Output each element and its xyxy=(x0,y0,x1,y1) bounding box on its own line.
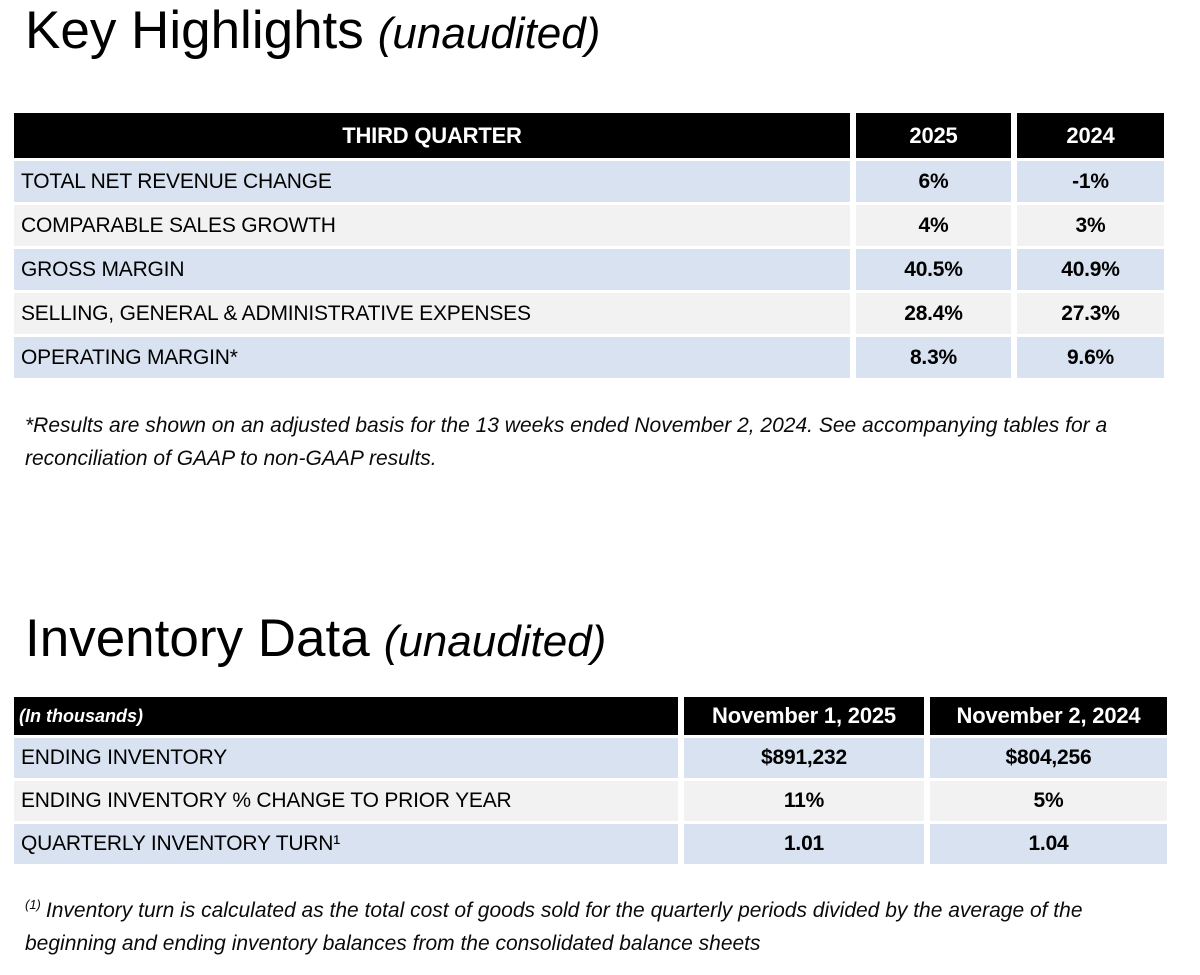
value-2024: -1% xyxy=(1017,161,1164,202)
row-label: SELLING, GENERAL & ADMINISTRATIVE EXPENS… xyxy=(14,293,850,334)
row-label: TOTAL NET REVENUE CHANGE xyxy=(14,161,850,202)
value-nov-2024: 5% xyxy=(930,781,1167,821)
table-row: QUARTERLY INVENTORY TURN¹ 1.01 1.04 xyxy=(14,824,1167,864)
table-row: ENDING INVENTORY % CHANGE TO PRIOR YEAR … xyxy=(14,781,1167,821)
date-2024-header-cell: November 2, 2024 xyxy=(930,697,1167,735)
in-thousands-header-cell: (In thousands) xyxy=(14,697,678,735)
table-row: GROSS MARGIN 40.5% 40.9% xyxy=(14,249,1164,290)
value-2025: 40.5% xyxy=(856,249,1011,290)
row-label: GROSS MARGIN xyxy=(14,249,850,290)
date-2025-header-cell: November 1, 2025 xyxy=(684,697,924,735)
value-nov-2024: $804,256 xyxy=(930,738,1167,778)
value-2025: 4% xyxy=(856,205,1011,246)
value-nov-2024: 1.04 xyxy=(930,824,1167,864)
key-highlights-header-row: THIRD QUARTER 2025 2024 xyxy=(14,113,1164,158)
inventory-header-row: (In thousands) November 1, 2025 November… xyxy=(14,697,1167,735)
inventory-data-title: Inventory Data (unaudited) xyxy=(25,609,607,668)
footnote-1-text: Inventory turn is calculated as the tota… xyxy=(25,899,1083,955)
table-row: COMPARABLE SALES GROWTH 4% 3% xyxy=(14,205,1164,246)
row-label: QUARTERLY INVENTORY TURN¹ xyxy=(14,824,678,864)
value-nov-2025: 1.01 xyxy=(684,824,924,864)
key-highlights-title: Key Highlights (unaudited) xyxy=(25,1,601,60)
value-2024: 3% xyxy=(1017,205,1164,246)
inventory-data-table: (In thousands) November 1, 2025 November… xyxy=(14,697,1167,864)
value-2024: 40.9% xyxy=(1017,249,1164,290)
value-2025: 28.4% xyxy=(856,293,1011,334)
table-row: OPERATING MARGIN* 8.3% 9.6% xyxy=(14,337,1164,378)
row-label: OPERATING MARGIN* xyxy=(14,337,850,378)
value-2025: 6% xyxy=(856,161,1011,202)
inventory-turn-footnote: (1) Inventory turn is calculated as the t… xyxy=(25,895,1175,960)
table-row: SELLING, GENERAL & ADMINISTRATIVE EXPENS… xyxy=(14,293,1164,334)
value-2024: 9.6% xyxy=(1017,337,1164,378)
value-nov-2025: $891,232 xyxy=(684,738,924,778)
key-highlights-table: THIRD QUARTER 2025 2024 TOTAL NET REVENU… xyxy=(14,113,1164,378)
table-row: TOTAL NET REVENUE CHANGE 6% -1% xyxy=(14,161,1164,202)
inventory-data-unaudited-label: (unaudited) xyxy=(383,617,607,666)
adjusted-basis-footnote: *Results are shown on an adjusted basis … xyxy=(25,414,1108,470)
year-2025-header-cell: 2025 xyxy=(856,113,1011,158)
key-highlights-title-text: Key Highlights xyxy=(25,1,364,60)
key-highlights-unaudited-label: (unaudited) xyxy=(377,9,601,58)
row-label: COMPARABLE SALES GROWTH xyxy=(14,205,850,246)
value-2024: 27.3% xyxy=(1017,293,1164,334)
table-row: ENDING INVENTORY $891,232 $804,256 xyxy=(14,738,1167,778)
year-2024-header-cell: 2024 xyxy=(1017,113,1164,158)
value-2025: 8.3% xyxy=(856,337,1011,378)
row-label: ENDING INVENTORY xyxy=(14,738,678,778)
footnote-1-marker: (1) xyxy=(25,897,41,912)
value-nov-2025: 11% xyxy=(684,781,924,821)
inventory-data-title-text: Inventory Data xyxy=(25,609,370,668)
row-label: ENDING INVENTORY % CHANGE TO PRIOR YEAR xyxy=(14,781,678,821)
third-quarter-header-cell: THIRD QUARTER xyxy=(14,113,850,158)
